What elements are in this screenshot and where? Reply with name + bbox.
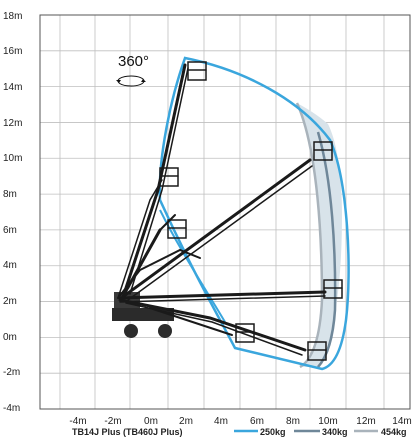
y-tick-label: 16m	[3, 46, 22, 57]
y-tick-label: 0m	[3, 332, 17, 343]
platform-basket	[307, 341, 327, 361]
platform-basket	[313, 141, 333, 161]
wheel	[158, 324, 172, 338]
x-tick-label: 14m	[392, 416, 411, 427]
boom-vertical	[122, 63, 187, 296]
platform-basket	[167, 219, 187, 239]
x-tick-label: -2m	[104, 416, 121, 427]
x-tick-label: 8m	[286, 416, 300, 427]
y-tick-label: -4m	[3, 403, 20, 414]
x-tick-label: 10m	[318, 416, 337, 427]
working-envelopes	[158, 56, 350, 371]
y-tick-label: 4m	[3, 260, 17, 271]
boom-below	[118, 298, 307, 352]
x-tick-label: 12m	[356, 416, 375, 427]
boom-horizontal	[118, 290, 327, 300]
platform-basket	[323, 279, 343, 299]
zone-454kg-band	[297, 103, 342, 367]
y-tick-label: 6m	[3, 225, 17, 236]
platform-basket	[187, 61, 207, 81]
boom-mid	[120, 228, 162, 300]
x-tick-label: -4m	[69, 416, 86, 427]
rotation-indicator: 360°	[116, 53, 149, 87]
legend-label-454kg: 454kg	[381, 427, 407, 437]
chart-grid	[39, 14, 411, 410]
platform-basket	[235, 323, 255, 343]
y-tick-label: 10m	[3, 153, 22, 164]
footer: TB14J Plus (TB460J Plus) 250kg 340kg 454…	[72, 427, 407, 437]
x-tick-label: 6m	[250, 416, 264, 427]
x-tick-label: 0m	[144, 416, 158, 427]
envelope-454kg	[295, 102, 324, 369]
envelope-340kg	[316, 131, 337, 368]
x-tick-label: 4m	[214, 416, 228, 427]
y-tick-label: 2m	[3, 296, 17, 307]
chart-frame	[39, 14, 411, 410]
y-tick-label: 8m	[3, 189, 17, 200]
y-tick-label: 14m	[3, 82, 22, 93]
legend-label-340kg: 340kg	[322, 427, 348, 437]
x-tick-label: 2m	[179, 416, 193, 427]
y-tick-label: 18m	[3, 11, 22, 22]
wheel	[124, 324, 138, 338]
rotation-label: 360°	[118, 53, 149, 70]
y-tick-label: 12m	[3, 118, 22, 129]
rotation-arrow-icon	[117, 75, 145, 87]
x-axis-labels: -4m -2m 0m 2m 4m 6m 8m 10m 12m 14m	[69, 416, 411, 427]
y-tick-label: -2m	[3, 367, 20, 378]
model-name: TB14J Plus (TB460J Plus)	[72, 427, 183, 437]
platform-basket	[159, 167, 179, 187]
machine-illustration	[112, 61, 343, 361]
y-axis-labels: 18m 16m 14m 12m 10m 8m 6m 4m 2m 0m -2m -…	[3, 11, 22, 414]
legend-label-250kg: 250kg	[260, 427, 286, 437]
boom-diagonal	[122, 158, 312, 298]
